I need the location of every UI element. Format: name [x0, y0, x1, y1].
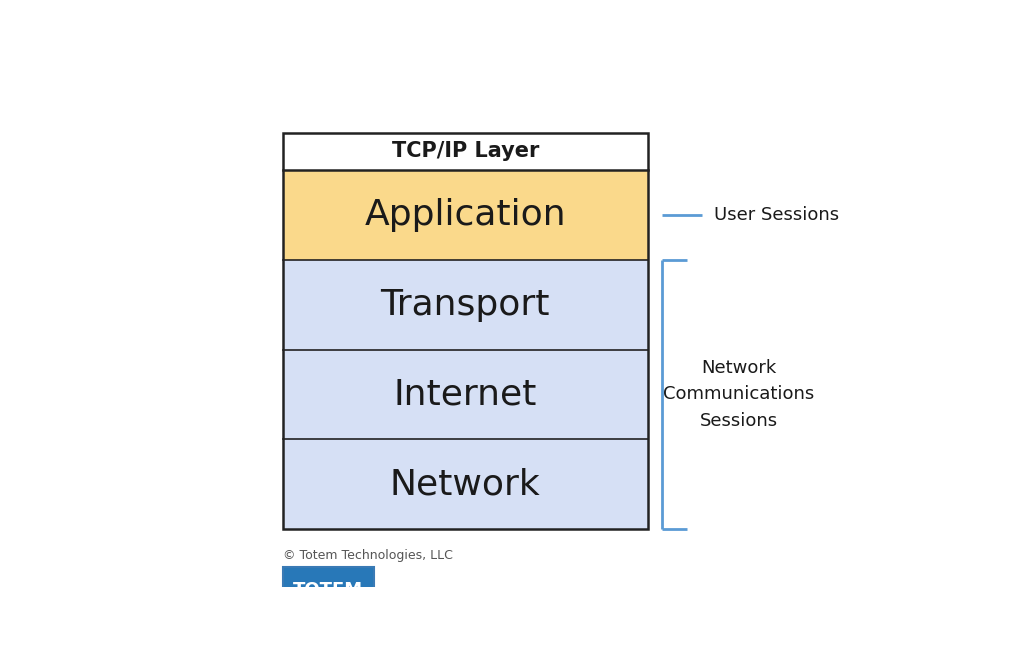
Text: Internet: Internet	[393, 378, 537, 411]
Bar	[283, 350, 648, 440]
Bar	[283, 567, 374, 628]
Bar	[283, 133, 648, 170]
Text: Transport: Transport	[381, 288, 550, 321]
Bar	[283, 170, 648, 260]
Text: Application: Application	[365, 198, 566, 232]
Bar	[283, 440, 648, 529]
Text: © Totem Technologies, LLC: © Totem Technologies, LLC	[283, 549, 453, 562]
Text: TOTEM.TECH: TOTEM.TECH	[304, 610, 353, 619]
Bar	[283, 133, 648, 529]
Text: Network: Network	[390, 467, 541, 501]
Text: TCP/IP Layer: TCP/IP Layer	[391, 141, 539, 162]
Text: User Sessions: User Sessions	[714, 206, 839, 224]
Text: TOTEM: TOTEM	[293, 581, 364, 599]
Bar	[283, 260, 648, 350]
Text: Network
Communications
Sessions: Network Communications Sessions	[664, 359, 815, 430]
